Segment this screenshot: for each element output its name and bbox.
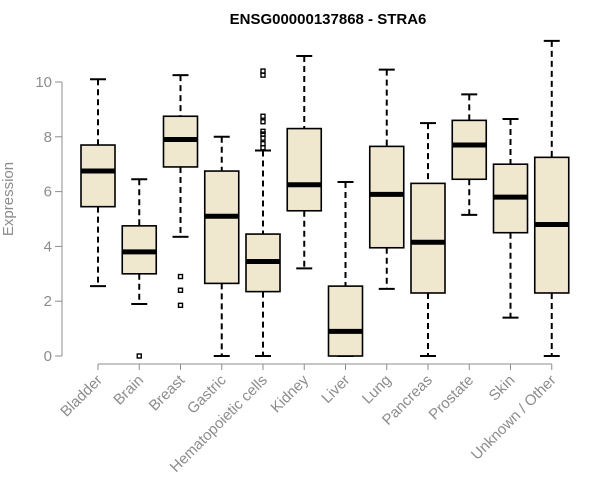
outlier-point bbox=[260, 145, 266, 151]
box-iqr bbox=[203, 170, 240, 285]
box-iqr bbox=[368, 145, 405, 249]
box-hematopoietic-cells bbox=[245, 68, 281, 357]
box-kidney bbox=[286, 54, 323, 270]
y-tick-label: 0 bbox=[44, 348, 52, 365]
box-iqr bbox=[410, 182, 446, 294]
box-prostate bbox=[451, 93, 488, 216]
outlier-point bbox=[260, 128, 266, 135]
outlier-point bbox=[260, 135, 266, 141]
box-breast bbox=[162, 74, 199, 309]
x-tick-label: Lung bbox=[359, 372, 395, 408]
x-tick-label: Kidney bbox=[268, 371, 313, 416]
chart-title: ENSG00000137868 - STRA6 bbox=[230, 11, 427, 28]
outlier-point bbox=[260, 68, 266, 74]
box-iqr bbox=[286, 127, 323, 212]
x-tick-label: Skin bbox=[486, 372, 519, 405]
outlier-point bbox=[260, 140, 266, 147]
boxes bbox=[80, 39, 570, 359]
x-tick-label: Brain bbox=[110, 372, 147, 409]
axes: 0 2 4 6 8 10 bbox=[35, 74, 552, 365]
x-tick-label: Bladder bbox=[57, 372, 106, 421]
box-gastric bbox=[203, 135, 240, 357]
box-lung bbox=[368, 68, 405, 290]
x-tick-label: Prostate bbox=[426, 372, 478, 424]
box-liver bbox=[327, 181, 364, 357]
outlier-point bbox=[260, 119, 266, 125]
box-iqr bbox=[327, 285, 364, 357]
box-unknown-other bbox=[533, 39, 570, 357]
y-tick-label: 10 bbox=[35, 74, 52, 91]
y-axis-label: Expression bbox=[0, 162, 17, 236]
y-tick-label: 2 bbox=[44, 293, 52, 310]
outlier-point bbox=[177, 273, 184, 280]
x-tick-label: Breast bbox=[146, 371, 189, 414]
box-pancreas bbox=[410, 122, 446, 357]
box-brain bbox=[121, 178, 158, 359]
box-iqr bbox=[451, 119, 488, 181]
y-tick-label: 4 bbox=[44, 238, 52, 255]
outlier-point bbox=[260, 131, 266, 137]
x-tick-label: Liver bbox=[318, 372, 353, 407]
outlier-point bbox=[177, 302, 184, 309]
y-tick-label: 6 bbox=[44, 184, 52, 201]
y-tick-label: 8 bbox=[44, 129, 52, 146]
outlier-point bbox=[260, 72, 266, 78]
box-bladder bbox=[80, 78, 116, 288]
outlier-point bbox=[177, 287, 184, 293]
outlier-point bbox=[260, 113, 266, 119]
outlier-point bbox=[136, 353, 142, 359]
box-skin bbox=[492, 117, 529, 319]
box-iqr bbox=[80, 144, 116, 208]
